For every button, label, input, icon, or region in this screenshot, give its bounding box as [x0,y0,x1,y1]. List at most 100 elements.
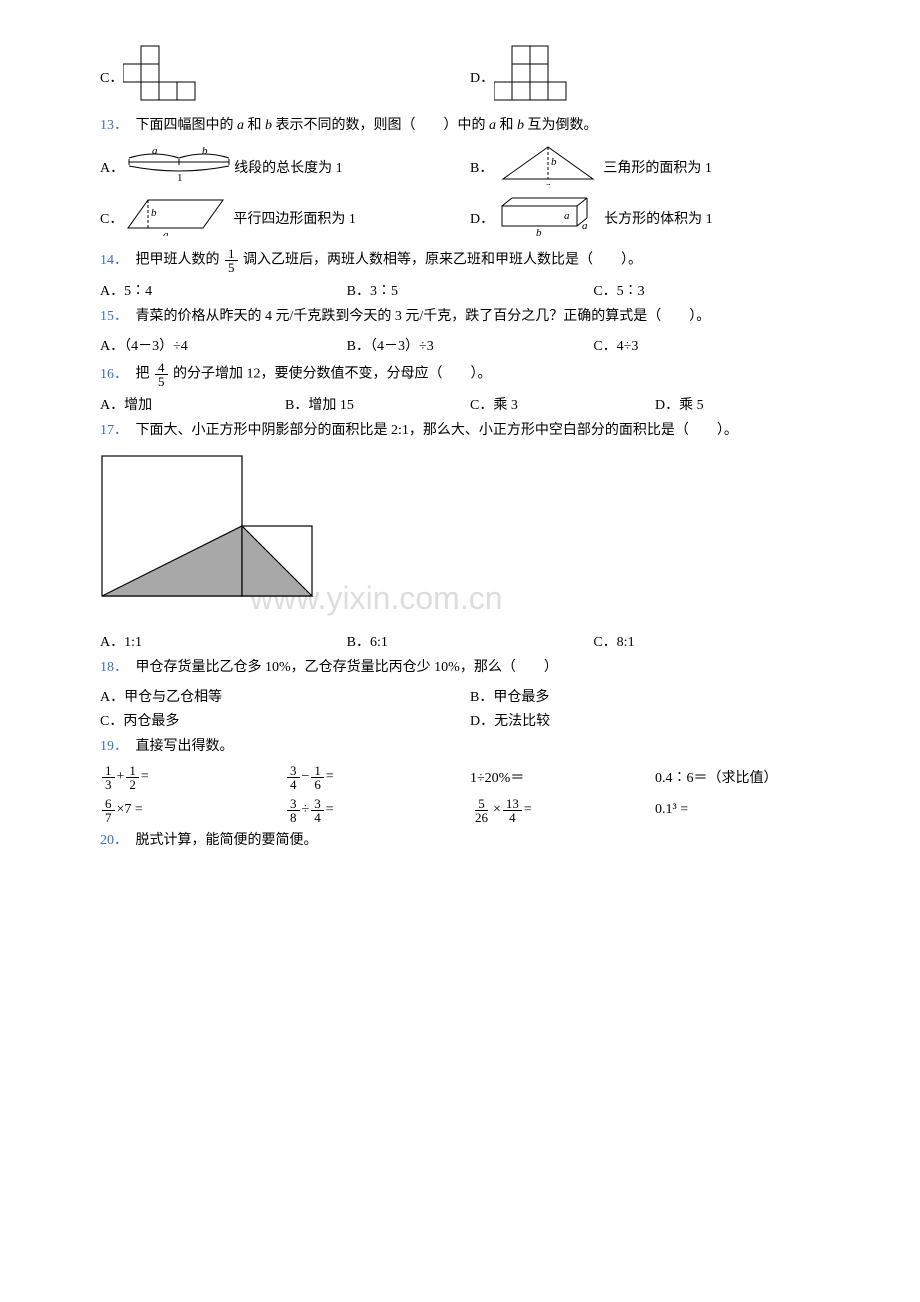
q14-ta: 把甲班人数的 [136,253,220,268]
svg-text:a: a [545,180,551,185]
eq: = [524,802,532,818]
q13b-text: 三角形的面积为 1 [603,157,712,177]
q19-num: 19． [100,739,128,754]
q14-frac: 1 5 [225,247,238,274]
q13d-label: D． [470,208,494,228]
op: ×7 = [117,802,143,818]
fn: 1 [311,764,324,778]
page-content: C． D． [100,44,840,852]
fd: 26 [472,811,491,824]
q15-opts: A．（4－3）÷4 B．（4－3）÷3 C．4÷3 [100,335,840,355]
q13-optc: C． b a 平行四边形面积为 1 [100,194,470,241]
fd: 4 [506,811,519,824]
q14-opts: A．5∶4 B．3∶5 C．5∶3 [100,280,840,300]
q17-text: 下面大、小正方形中阴影部分的面积比是 2:1，那么大、小正方形中空白部分的面积比… [136,423,738,438]
q12-opt-d: D． [470,44,840,109]
q17a: A．1:1 [100,631,347,651]
q14-tb: 调入乙班后，两班人数相等，原来乙班和甲班人数比是（ ）。 [243,253,642,268]
q13c-label: C． [100,208,123,228]
q15b: B．（4－3）÷3 [347,335,594,355]
q16-opts: A．增加 B．增加 15 C．乘 3 D．乘 5 [100,394,840,414]
op: + [117,769,125,785]
eq: = [326,769,334,785]
svg-text:a: a [564,210,570,222]
q18: 18． 甲仓存货量比乙仓多 10%，乙仓存货量比丙仓少 10%，那么（ ） [100,657,840,679]
q18a: A．甲仓与乙仓相等 [100,686,470,706]
q13-td: 互为倒数。 [528,118,598,133]
q16c: C．乘 3 [470,394,655,414]
q19-row1: 13 + 12 = 34 − 16 = 1÷20%＝ 0.4∶6＝（求比值） [100,764,840,791]
q15-num: 15． [100,309,128,324]
q13a-label: A． [100,157,124,177]
q18c: C．丙仓最多 [100,710,470,730]
q17-opts: A．1:1 B．6:1 C．8:1 [100,631,840,651]
q13b-figure: b a [493,143,603,190]
fn: 3 [311,797,324,811]
q13-row1: A． a b 1 线段的总长度为 1 B． [100,143,840,190]
q12d-figure [494,44,584,109]
svg-text:b: b [536,227,542,236]
fn: 6 [102,797,115,811]
q19-r1c4: 0.4∶6＝（求比值） [655,764,840,791]
q16b: B．增加 15 [285,394,470,414]
frac-den: 5 [225,261,238,274]
q16-tb: 的分子增加 12，要使分数值不变，分母应（ ）。 [173,367,492,382]
fd: 7 [102,811,115,824]
fd: 6 [311,778,324,791]
frac-num: 4 [155,361,168,375]
q13c-figure: b a [123,194,233,241]
q19-r2c2: 38 ÷ 34 = [285,797,470,824]
q17b: B．6:1 [347,631,594,651]
fn: 5 [475,797,488,811]
q19-r1c1: 13 + 12 = [100,764,285,791]
frac-num: 1 [225,247,238,261]
op: × [493,802,501,818]
q13-optd: D． a a b 长方形的体积为 1 [470,194,840,241]
q19-r1c3: 1÷20%＝ [470,764,655,791]
svg-text:b: b [551,156,557,168]
q17-figure [100,454,840,619]
op: ÷ [302,802,310,818]
q19-r2c3: 526 × 134 = [470,797,655,824]
fd: 8 [287,811,300,824]
q19-r2c1: 67 ×7 = [100,797,285,824]
q17: 17． 下面大、小正方形中阴影部分的面积比是 2:1，那么大、小正方形中空白部分… [100,420,840,442]
q13: 13． 下面四幅图中的 a 和 b 表示不同的数，则图（ ）中的 a 和 b 互… [100,115,840,137]
svg-text:a: a [582,220,588,232]
q16-num: 16． [100,367,128,382]
q13-a1: a [237,118,244,133]
q12-options: C． D． [100,44,840,109]
svg-text:a: a [152,145,158,157]
q18d: D．无法比较 [470,710,840,730]
eq: = [326,802,334,818]
frac-den: 5 [155,375,168,388]
q14a: A．5∶4 [100,280,347,300]
q19: 19． 直接写出得数。 [100,736,840,758]
q14b: B．3∶5 [347,280,594,300]
q13-optb: B． b a 三角形的面积为 1 [470,143,840,190]
q18-text: 甲仓存货量比乙仓多 10%，乙仓存货量比丙仓少 10%，那么（ ） [136,660,558,675]
fn: 13 [503,797,522,811]
fn: 3 [287,764,300,778]
q15c: C．4÷3 [593,335,840,355]
q18-r2: C．丙仓最多 D．无法比较 [100,710,840,730]
fd: 2 [126,778,139,791]
q19-text: 直接写出得数。 [136,739,234,754]
eq: = [141,769,149,785]
q13-ta: 下面四幅图中的 [136,118,234,133]
fd: 4 [311,811,324,824]
q16d: D．乘 5 [655,394,840,414]
q16-frac: 4 5 [155,361,168,388]
q18-num: 18． [100,660,128,675]
fn: 3 [287,797,300,811]
svg-text:a: a [163,229,169,236]
q13c-text: 平行四边形面积为 1 [233,208,356,228]
q20: 20． 脱式计算，能简便的要简便。 [100,830,840,852]
q19-r2c4: 0.1³ = [655,797,840,824]
svg-text:b: b [202,145,208,157]
fn: 1 [102,764,115,778]
q19-r1c2: 34 − 16 = [285,764,470,791]
q19-row2: 67 ×7 = 38 ÷ 34 = 526 × 134 = 0.1³ = [100,797,840,824]
fd: 3 [102,778,115,791]
q13d-figure: a a b [494,194,604,241]
